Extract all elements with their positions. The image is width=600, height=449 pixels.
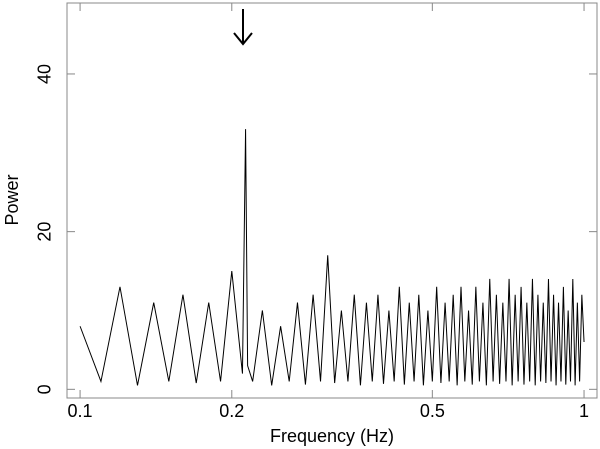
x-axis-label: Frequency (Hz) bbox=[270, 426, 394, 446]
x-tick-label: 0.1 bbox=[68, 401, 93, 421]
x-tick-label: 0.2 bbox=[219, 401, 244, 421]
y-tick-label: 20 bbox=[35, 222, 55, 242]
arrow bbox=[233, 9, 253, 46]
plot-frame bbox=[66, 2, 598, 399]
y-tick-label: 0 bbox=[35, 384, 55, 394]
x-tick-label: 0.5 bbox=[420, 401, 445, 421]
spectrum-line bbox=[79, 129, 585, 386]
x-tick-label: 1 bbox=[579, 401, 589, 421]
y-tick-label: 40 bbox=[35, 64, 55, 84]
y-axis-label: Power bbox=[2, 174, 22, 225]
